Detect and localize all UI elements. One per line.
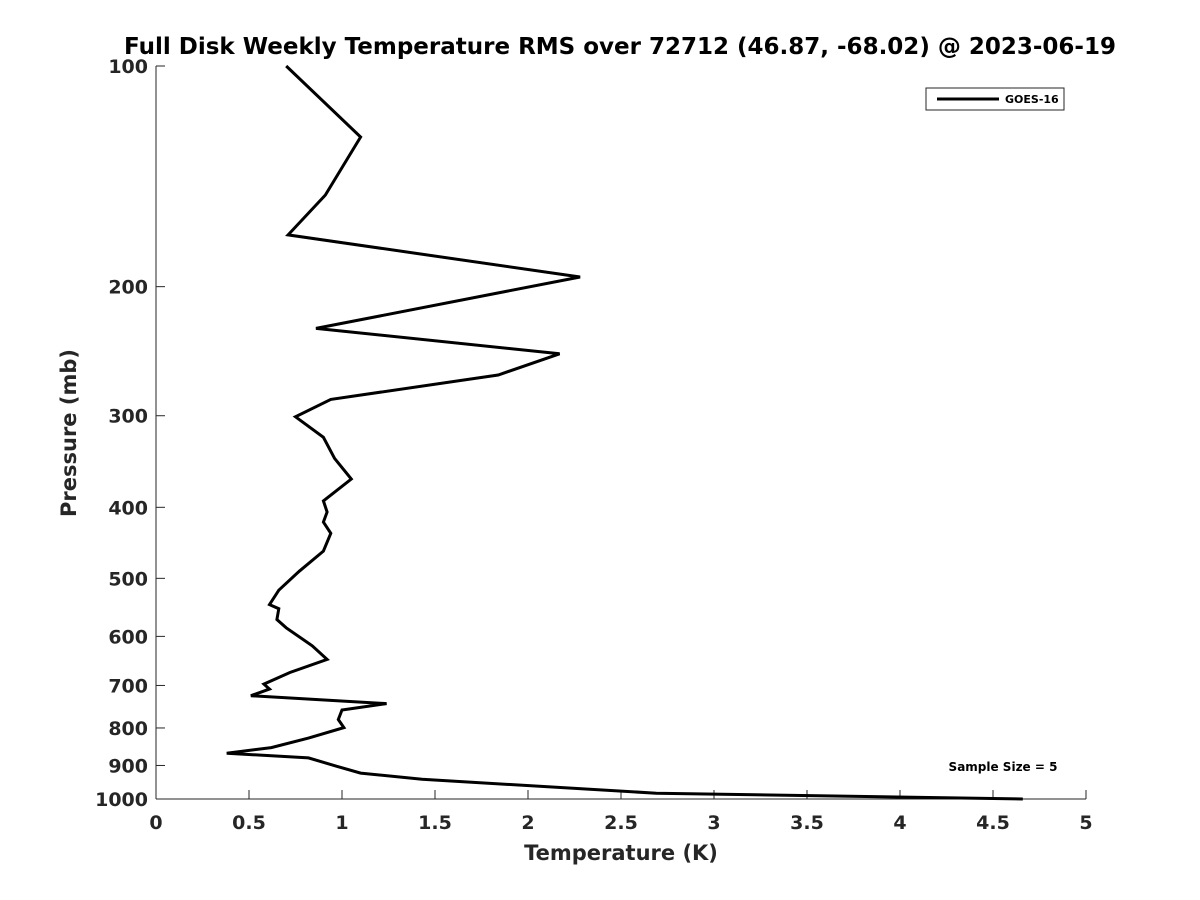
y-tick-label: 500 xyxy=(108,568,148,590)
x-tick-label: 4 xyxy=(893,812,906,834)
x-tick-label: 3.5 xyxy=(790,812,824,834)
x-tick-label: 1 xyxy=(335,812,348,834)
x-tick-label: 4.5 xyxy=(976,812,1010,834)
x-tick-label: 2 xyxy=(521,812,534,834)
y-tick-label: 300 xyxy=(108,406,148,428)
y-tick-label: 700 xyxy=(108,675,148,697)
y-tick-label: 100 xyxy=(108,56,148,78)
y-tick-label: 900 xyxy=(108,755,148,777)
x-tick-label: 5 xyxy=(1079,812,1092,834)
legend-label-goes-16: GOES-16 xyxy=(1005,93,1059,106)
x-axis-label: Temperature (K) xyxy=(524,841,718,865)
y-tick-label: 400 xyxy=(108,497,148,519)
x-tick-label: 3 xyxy=(707,812,720,834)
sample-size-annotation: Sample Size = 5 xyxy=(949,760,1058,774)
y-tick-label: 600 xyxy=(108,626,148,648)
x-tick-label: 2.5 xyxy=(604,812,638,834)
y-axis-label: Pressure (mb) xyxy=(57,349,81,517)
x-axis-ticks: 0 0.5 1 1.5 2 2.5 3 3.5 4 4.5 5 xyxy=(149,790,1093,834)
legend: GOES-16 xyxy=(925,87,1065,111)
series-group xyxy=(226,64,1023,801)
y-axis-ticks: 100 200 300 400 500 600 700 800 900 1000 xyxy=(95,56,165,811)
chart-title: Full Disk Weekly Temperature RMS over 72… xyxy=(124,34,1116,60)
series-line-goes-16 xyxy=(226,64,1023,801)
x-tick-label: 1.5 xyxy=(418,812,452,834)
y-tick-label: 1000 xyxy=(95,789,148,811)
x-tick-label: 0.5 xyxy=(232,812,266,834)
x-tick-label: 0 xyxy=(149,812,162,834)
y-tick-label: 800 xyxy=(108,718,148,740)
y-tick-label: 200 xyxy=(108,277,148,299)
